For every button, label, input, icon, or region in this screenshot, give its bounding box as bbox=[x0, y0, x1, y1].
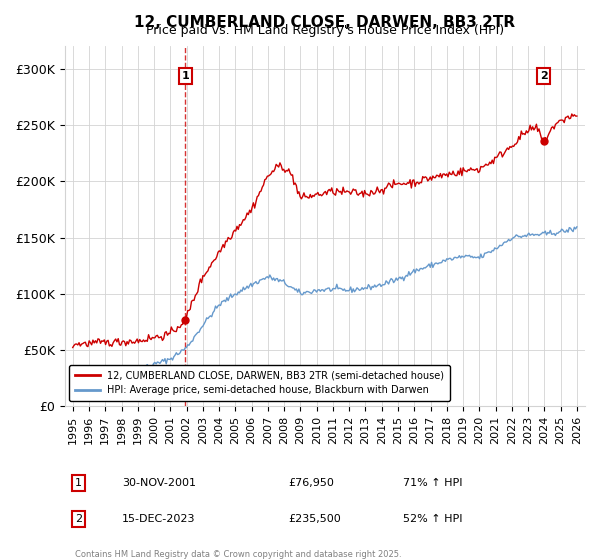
Text: 2: 2 bbox=[540, 71, 548, 81]
Text: 1: 1 bbox=[75, 478, 82, 488]
Text: 15-DEC-2023: 15-DEC-2023 bbox=[122, 514, 196, 524]
Legend: 12, CUMBERLAND CLOSE, DARWEN, BB3 2TR (semi-detached house), HPI: Average price,: 12, CUMBERLAND CLOSE, DARWEN, BB3 2TR (s… bbox=[70, 365, 450, 402]
Text: 52% ↑ HPI: 52% ↑ HPI bbox=[403, 514, 463, 524]
Text: 30-NOV-2001: 30-NOV-2001 bbox=[122, 478, 196, 488]
Text: £235,500: £235,500 bbox=[289, 514, 341, 524]
Text: Contains HM Land Registry data © Crown copyright and database right 2025.
This d: Contains HM Land Registry data © Crown c… bbox=[75, 550, 401, 560]
Text: 71% ↑ HPI: 71% ↑ HPI bbox=[403, 478, 463, 488]
Text: 2: 2 bbox=[75, 514, 82, 524]
Text: £76,950: £76,950 bbox=[289, 478, 334, 488]
Text: 1: 1 bbox=[181, 71, 189, 81]
Text: Price paid vs. HM Land Registry's House Price Index (HPI): Price paid vs. HM Land Registry's House … bbox=[146, 25, 504, 38]
Title: 12, CUMBERLAND CLOSE, DARWEN, BB3 2TR: 12, CUMBERLAND CLOSE, DARWEN, BB3 2TR bbox=[134, 15, 515, 30]
